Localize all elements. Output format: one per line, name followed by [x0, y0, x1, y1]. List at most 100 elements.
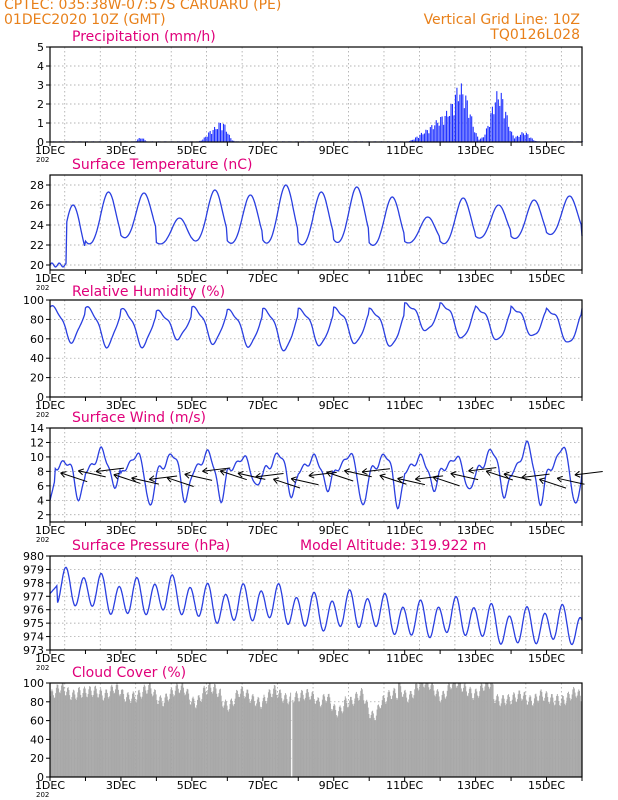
cloud-bar [429, 690, 430, 777]
cloud-bar [62, 683, 64, 777]
cloud-bar [433, 690, 435, 777]
precip-bar [423, 133, 425, 142]
cloud-bar [519, 690, 521, 777]
precip-bar [491, 106, 493, 142]
cloud-bar [174, 690, 176, 777]
cloud-bar [296, 691, 297, 777]
cloud-bar [550, 694, 552, 777]
cloud-bar [137, 690, 139, 777]
cloud-bar [300, 692, 302, 777]
cloud-bar [53, 698, 55, 777]
cloud-bar [216, 693, 218, 777]
cloud-bar [157, 703, 159, 777]
cloud-bar [232, 704, 234, 777]
precip-bar [499, 105, 501, 142]
cloud-bar [348, 705, 350, 777]
wind-arrow-head [290, 478, 296, 484]
y-tick-label: 978 [23, 577, 44, 590]
cloud-bar [191, 702, 193, 777]
cloud-bar [86, 697, 88, 777]
cloud-bar [100, 690, 102, 777]
precip-bar [225, 131, 227, 142]
cloud-bar [141, 696, 143, 777]
cloud-bar [281, 698, 283, 777]
header: CPTEC: 035:38W-07:57S CARUARU (PE) 01DEC… [0, 0, 618, 44]
precip-bar [441, 116, 443, 142]
cloud-bar [319, 705, 321, 777]
cloud-bar [263, 694, 265, 777]
cloud-bar [542, 696, 544, 777]
cloud-bar [110, 686, 112, 777]
wind-arrow-head [414, 475, 421, 480]
cloud-bar [177, 684, 179, 777]
cloud-bar [451, 688, 453, 777]
wind-arrow-head [291, 476, 297, 480]
cloud-bar [480, 683, 482, 777]
cloud-bar [346, 703, 348, 777]
cloud-bar [332, 709, 334, 777]
wind-arrow-head [273, 477, 280, 480]
cloud-bar [223, 705, 225, 777]
cloud-bar [391, 699, 393, 777]
x-tick-label: 5DEC [177, 652, 207, 665]
cloud-bar [231, 700, 233, 777]
cloud-bar [168, 701, 170, 777]
cloud-bar [171, 687, 173, 777]
x-tick-label: 11DEC [386, 652, 423, 665]
x-tick-label: 13DEC [457, 779, 494, 792]
cloud-bar [449, 687, 451, 777]
precip-bar [215, 129, 217, 142]
cloud-bar [465, 686, 467, 777]
wind-arrow-head [255, 472, 261, 478]
cloud-bar [335, 710, 337, 777]
wind-arrow-head [273, 478, 278, 484]
panel-subtitle: Model Altitude: 319.922 m [300, 538, 486, 554]
precip-bar [230, 138, 232, 142]
cloud-bar [315, 703, 317, 777]
wind-arrow [237, 472, 266, 480]
cloud-bar [185, 694, 187, 777]
wind-arrow [432, 476, 460, 487]
precip-bar [522, 133, 524, 142]
cloud-bar [154, 690, 156, 777]
cloud-bar [298, 701, 300, 777]
cloud-bar [78, 687, 80, 777]
cloud-bar [468, 693, 470, 777]
cloud-bar [116, 683, 118, 777]
precip-bar [528, 137, 530, 142]
cloud-bar [236, 689, 238, 777]
cloud-bar [182, 683, 184, 777]
cloud-bar [239, 697, 241, 777]
cloud-bar [416, 684, 418, 777]
cloud-bar [205, 691, 207, 777]
cloud-bar [491, 683, 493, 777]
cloud-bar [146, 693, 148, 777]
precip-bar [416, 136, 418, 142]
cloud-bar [81, 697, 83, 777]
cloud-bar [272, 693, 274, 777]
precip-bar [514, 138, 516, 142]
cloud-bar [422, 683, 424, 777]
cloud-bar [519, 694, 521, 777]
cloud-bar [311, 692, 313, 777]
cloud-bar [151, 696, 153, 777]
cloud-bar [523, 692, 525, 777]
precip-bar [141, 138, 143, 142]
precip-bar [419, 134, 421, 142]
cloud-bar [483, 690, 485, 777]
cloud-bar [506, 699, 508, 777]
cloud-bar [161, 702, 163, 777]
y-tick-label: 80 [30, 696, 44, 709]
cloud-bar [119, 696, 121, 777]
cloud-bar [536, 696, 538, 777]
cloud-bar [364, 703, 366, 777]
precip-bar [437, 122, 439, 142]
cloud-bar [576, 697, 578, 777]
cloud-bar [511, 703, 513, 777]
cloud-bar [207, 690, 209, 777]
cloud-bar [324, 700, 326, 777]
cloud-bar [456, 688, 458, 777]
precip-bar [143, 138, 145, 142]
cloud-bar [115, 689, 116, 777]
precip-bar [214, 126, 216, 142]
